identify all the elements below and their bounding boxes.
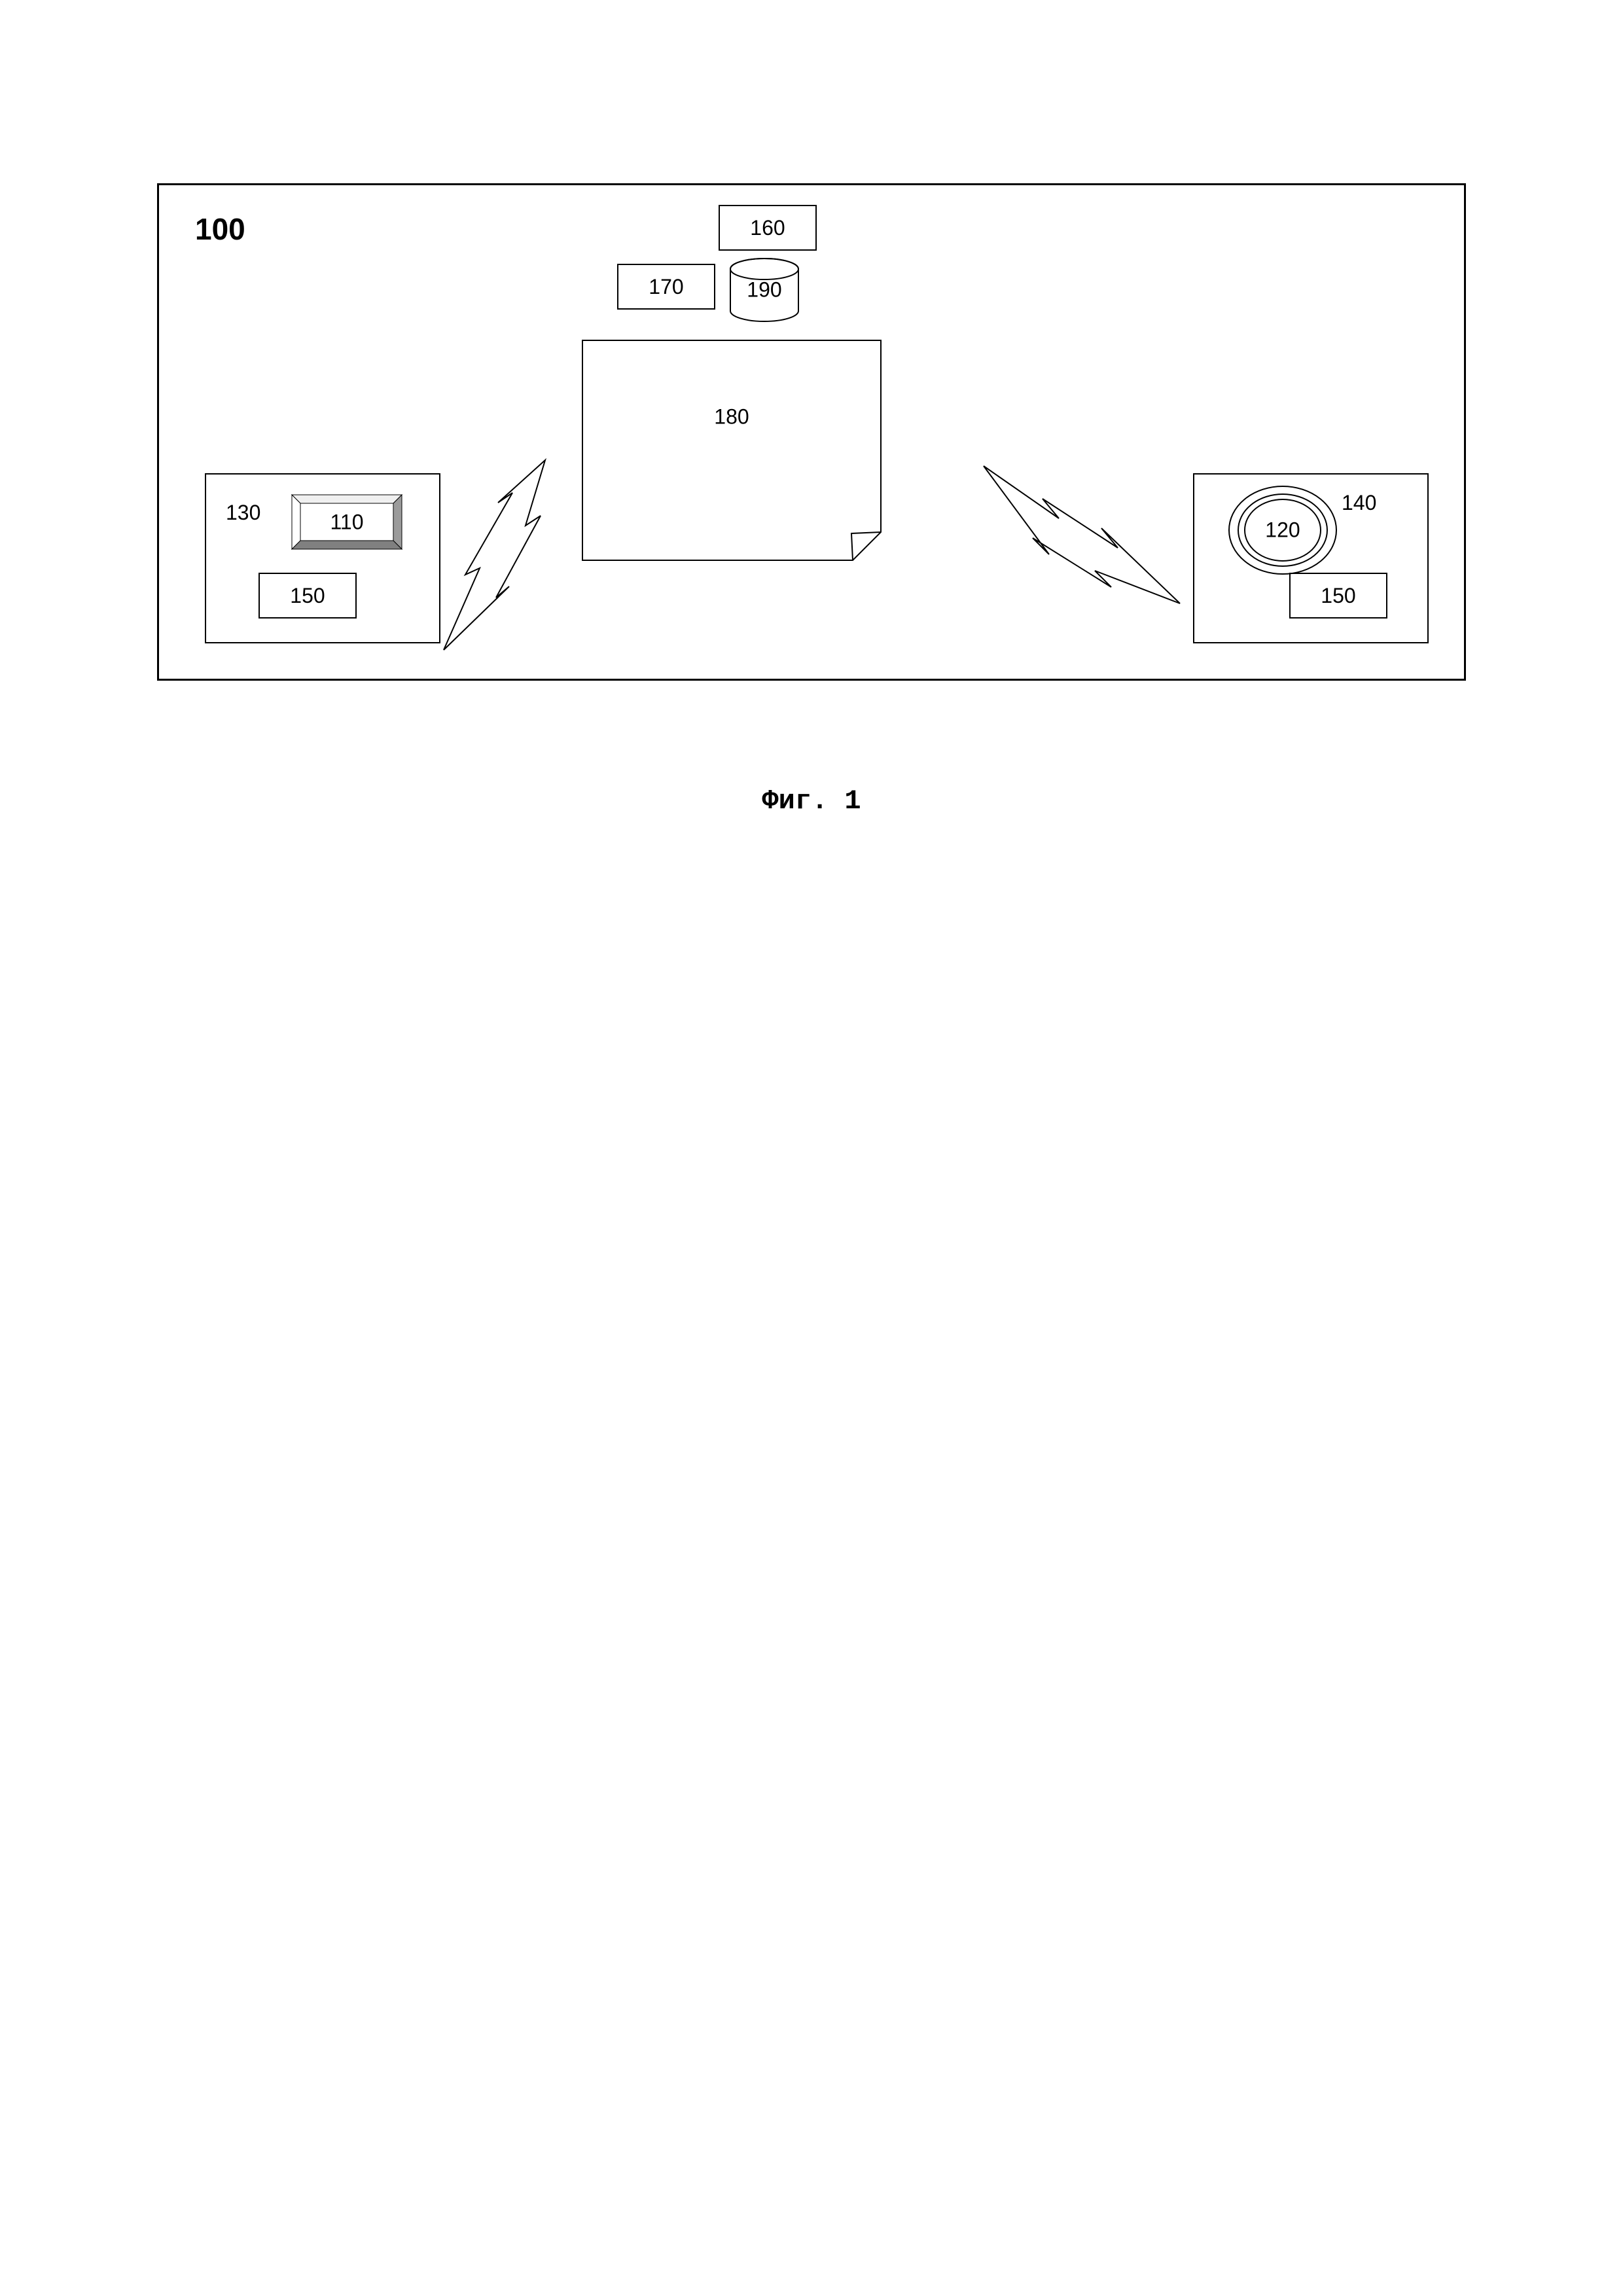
figure-caption: Фиг. 1: [762, 785, 861, 817]
label-130: 130: [226, 501, 260, 525]
concentric-circles-120: 120: [1227, 484, 1338, 576]
bolt-right-icon: [980, 463, 1183, 607]
label-110: 110: [330, 510, 363, 534]
sheet-icon: [581, 339, 882, 562]
diagram-frame: 100 160 170 190 180 130 110: [157, 183, 1466, 681]
label-100: 100: [195, 211, 245, 247]
lightning-bolt-left: [440, 457, 584, 653]
right-panel-140: 120 140 150: [1193, 473, 1429, 643]
label-180: 180: [714, 405, 749, 429]
label-190: 190: [747, 278, 781, 302]
left-panel-130: 130 110 150: [205, 473, 440, 643]
box-150-left: 150: [259, 573, 357, 619]
bolt-left-icon: [440, 457, 584, 653]
box-160: 160: [719, 205, 817, 251]
label-120: 120: [1265, 518, 1300, 543]
sheet-180: 180: [581, 339, 882, 562]
box-150-right: 150: [1289, 573, 1387, 619]
label-140: 140: [1342, 491, 1376, 515]
box-170: 170: [617, 264, 715, 310]
bevel-box-110: 110: [291, 494, 402, 550]
lightning-bolt-right: [980, 463, 1183, 607]
cylinder-190: 190: [728, 257, 800, 323]
